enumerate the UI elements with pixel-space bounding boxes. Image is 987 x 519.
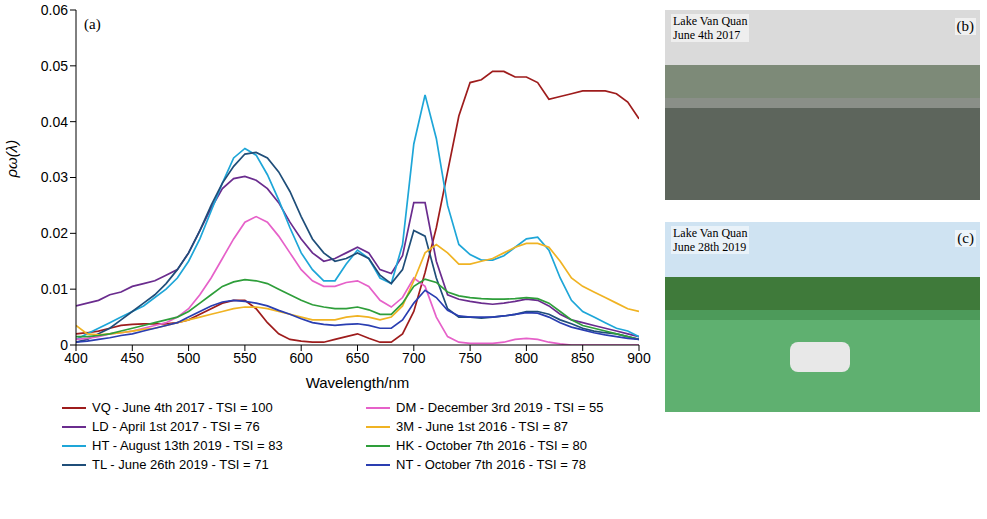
html-text:June 4th 2017: June 4th 2017 [673, 28, 741, 42]
html-text:(a): (a) [84, 16, 101, 32]
html-text:(c): (c) [957, 230, 974, 246]
svg-text:0.02: 0.02 [41, 225, 68, 241]
svg-text:700: 700 [402, 350, 426, 366]
html-text:3M - June 1st 2016 - TSI = 87: 3M - June 1st 2016 - TSI = 87 [396, 419, 569, 434]
html-text:NT - October 7th 2016 - TSI =: NT - October 7th 2016 - TSI = 78 [396, 457, 586, 472]
svg-text:800: 800 [515, 350, 539, 366]
html-text:VQ - June 4th 2017 - TSI = 100: VQ - June 4th 2017 - TSI = 100 [92, 400, 273, 415]
html-text:TL - June 26th 2019 - TSI = 71: TL - June 26th 2019 - TSI = 71 [92, 457, 269, 472]
svg-text:0.01: 0.01 [41, 281, 68, 297]
svg-text:0.03: 0.03 [41, 169, 68, 185]
svg-text:Wavelength/nm: Wavelength/nm [306, 374, 410, 391]
html-text:Lake Van Quan: Lake Van Quan [673, 14, 748, 28]
svg-text:0.06: 0.06 [41, 2, 68, 18]
svg-text:900: 900 [627, 350, 651, 366]
html-text:DM - December 3rd 2019 - TSI =: DM - December 3rd 2019 - TSI = 55 [396, 400, 604, 415]
html-text:HT - August 13th 2019 - TSI =: HT - August 13th 2019 - TSI = 83 [92, 438, 283, 453]
svg-text:750: 750 [458, 350, 482, 366]
html-text:June 28th 2019: June 28th 2019 [673, 240, 747, 254]
svg-text:450: 450 [121, 350, 145, 366]
svg-text:600: 600 [290, 350, 314, 366]
svg-text:0.05: 0.05 [41, 58, 68, 74]
svg-text:850: 850 [571, 350, 595, 366]
svg-text:500: 500 [177, 350, 201, 366]
svg-text:0.04: 0.04 [41, 114, 68, 130]
html-text:Lake Van Quan: Lake Van Quan [673, 226, 748, 240]
svg-text:650: 650 [346, 350, 370, 366]
html-text:HK - October 7th 2016 - TSI =: HK - October 7th 2016 - TSI = 80 [396, 438, 587, 453]
html-text:LD - April 1st 2017 - TSI = 76: LD - April 1st 2017 - TSI = 76 [92, 419, 260, 434]
svg-text:0: 0 [60, 337, 68, 353]
svg-text:ρω(λ): ρω(λ) [3, 140, 20, 179]
html-text:(b): (b) [956, 18, 974, 34]
svg-text:550: 550 [233, 350, 257, 366]
svg-text:400: 400 [64, 349, 88, 366]
